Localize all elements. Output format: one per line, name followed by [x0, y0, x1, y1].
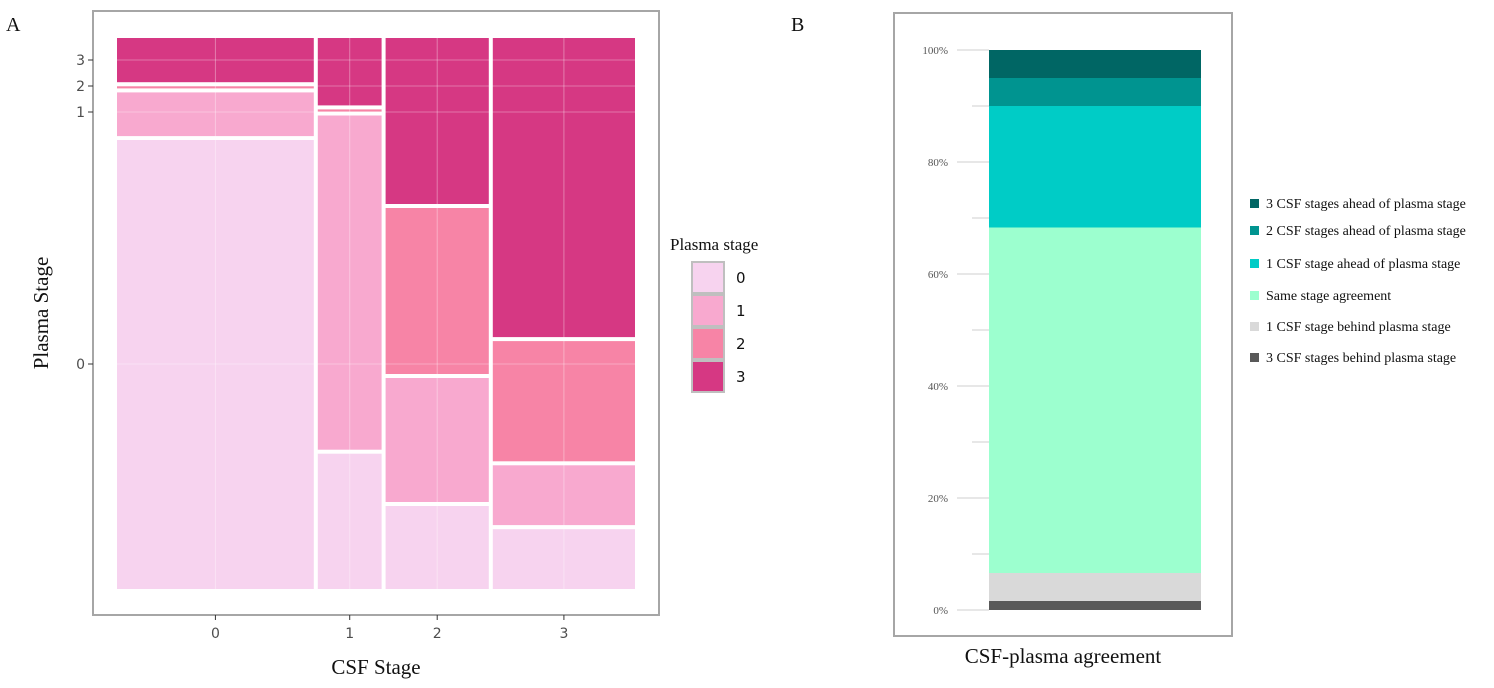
x-tick-label: 3 [559, 626, 568, 642]
legend-label: 3 CSF stages behind plasma stage [1266, 351, 1456, 366]
mosaic-tile [492, 465, 635, 526]
x-axis-title: CSF-plasma agreement [965, 644, 1162, 668]
mosaic-tile [492, 341, 635, 462]
mosaic-tile [317, 109, 382, 112]
mosaic-tile [317, 115, 382, 450]
bar-segment [989, 601, 1201, 610]
mosaic-tile [385, 378, 489, 502]
x-tick-label: 1 [345, 626, 354, 642]
legend-label: Same stage agreement [1266, 289, 1391, 304]
legend-swatch [693, 362, 723, 391]
legend-swatch [1250, 259, 1259, 268]
legend-label: 0 [736, 269, 746, 287]
mosaic-tile [385, 208, 489, 374]
x-tick-label: 2 [433, 626, 442, 642]
legend-label: 2 CSF stages ahead of plasma stage [1266, 224, 1466, 239]
panel-b-label: B [791, 14, 805, 36]
legend-swatch [1250, 291, 1259, 300]
mosaic-tile [385, 38, 489, 204]
legend-label: 3 CSF stages ahead of plasma stage [1266, 197, 1466, 212]
y-tick-label: 1 [76, 105, 85, 121]
panel-a-label: A [6, 14, 21, 36]
y-tick-label: 60% [928, 269, 948, 281]
y-tick-label: 100% [922, 45, 948, 57]
mosaic-chart: 0 1 2 3 0 1 2 3 CSF Stage Plasma Stage Plasma sta… [29, 10, 758, 679]
legend-swatch [1250, 353, 1259, 362]
y-tick-label: 0% [933, 605, 948, 617]
mosaic-tile [385, 506, 489, 589]
legend-swatch [693, 296, 723, 325]
mosaic-tile [117, 86, 314, 89]
y-tick-label: 80% [928, 157, 948, 169]
mosaic-tile [117, 92, 314, 137]
mosaic-tile [117, 140, 314, 589]
y-tick-label: 40% [928, 381, 948, 393]
mosaic-tile [117, 38, 314, 83]
legend-label: 2 [736, 335, 746, 353]
x-tick-label: 0 [211, 626, 220, 642]
x-axis-title: CSF Stage [331, 655, 420, 679]
legend-swatch [693, 263, 723, 292]
legend-label: 1 [736, 302, 746, 320]
legend-label: 1 CSF stage behind plasma stage [1266, 320, 1451, 335]
bar-segment [989, 50, 1201, 78]
mosaic-tile [317, 38, 382, 106]
legend-swatch [1250, 199, 1259, 208]
y-tick-label: 3 [76, 53, 85, 69]
bar-segment [989, 106, 1201, 228]
plot-frame [893, 12, 1233, 637]
legend-swatch [1250, 322, 1259, 331]
bar-segment [989, 573, 1201, 601]
y-tick-label: 20% [928, 493, 948, 505]
y-tick-label: 0 [76, 357, 85, 373]
legend-label: 3 [736, 368, 746, 386]
legend-swatch [1250, 226, 1259, 235]
y-axis-title: Plasma Stage [29, 257, 53, 370]
mosaic-tile [492, 529, 635, 589]
legend-label: 1 CSF stage ahead of plasma stage [1266, 257, 1460, 272]
bar-segment [989, 227, 1201, 573]
legend-swatch [693, 329, 723, 358]
mosaic-tile [492, 38, 635, 338]
y-tick-label: 2 [76, 79, 85, 95]
legend-title: Plasma stage [670, 235, 758, 254]
bar-segment [989, 78, 1201, 106]
mosaic-tile [317, 453, 382, 589]
